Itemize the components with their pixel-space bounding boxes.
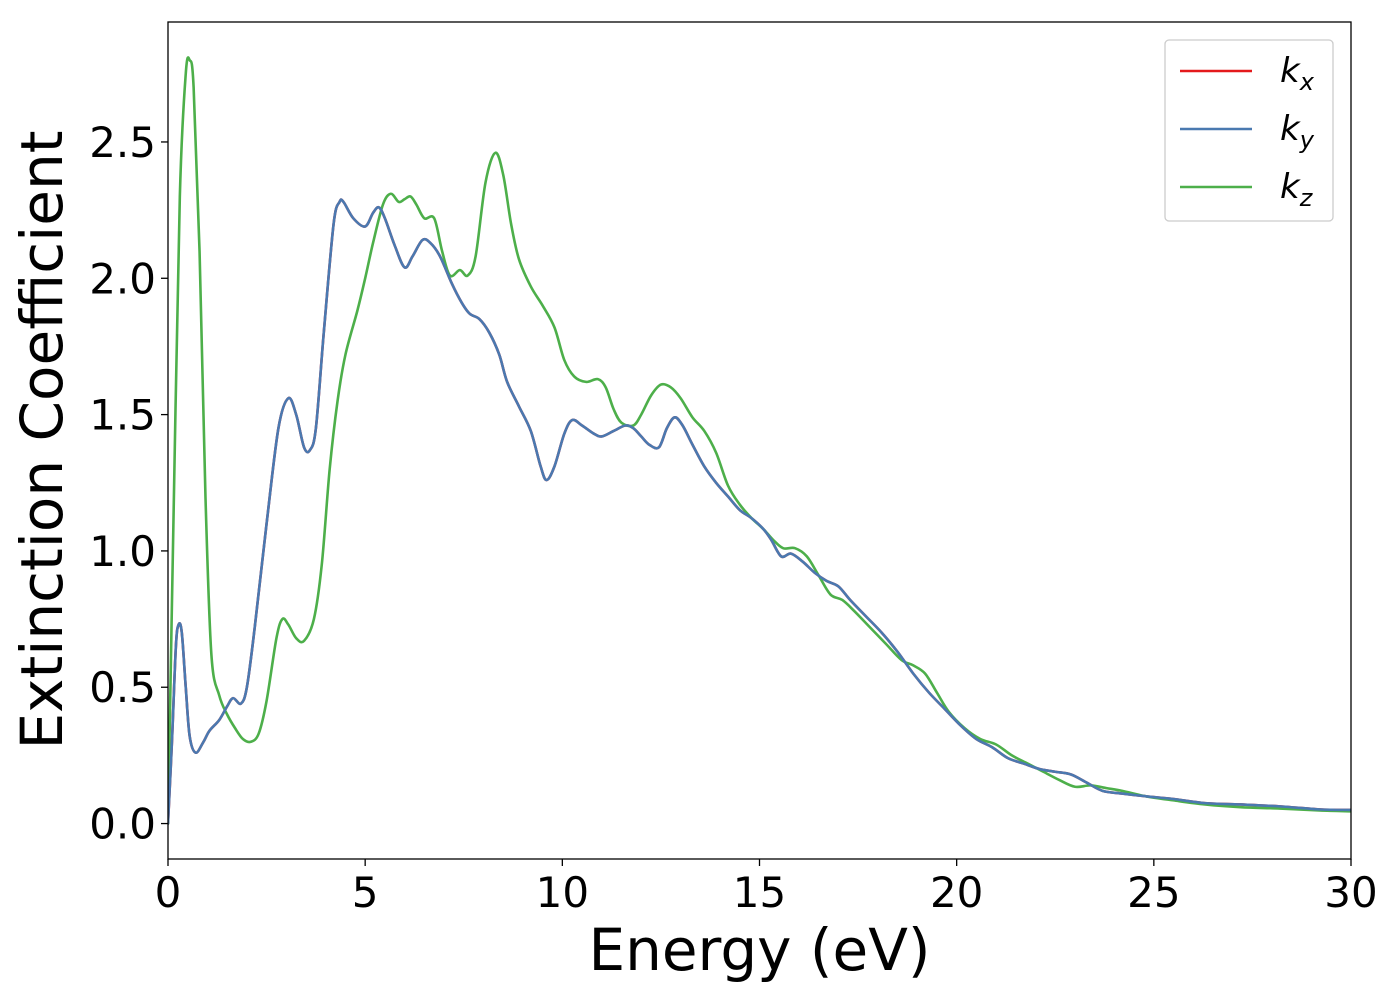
y-tick-label: 1.0 (89, 527, 156, 576)
y-tick-label: 2.0 (89, 254, 156, 303)
y-axis-ticks: 0.0 0.5 1.0 1.5 2.0 2.5 (89, 118, 168, 849)
x-tick-label: 25 (1127, 868, 1180, 917)
legend-label-kz: kz (1280, 167, 1314, 212)
y-tick-label: 2.5 (89, 118, 156, 167)
y-tick-label: 0.0 (89, 800, 156, 849)
series-layer (168, 56, 1351, 825)
y-tick-label: 0.5 (89, 663, 156, 712)
legend-box (1164, 39, 1334, 222)
x-tick-label: 20 (930, 868, 983, 917)
x-axis-title: Energy (eV) (588, 916, 930, 984)
x-axis-ticks: 0 5 10 15 20 25 30 (155, 859, 1378, 917)
x-tick-label: 5 (352, 868, 379, 917)
x-tick-label: 0 (155, 868, 182, 917)
legend: kx ky kz (1164, 39, 1334, 222)
series-line-ky (168, 198, 1351, 825)
legend-label-ky: ky (1280, 109, 1315, 154)
legend-label-kx: kx (1280, 51, 1315, 96)
x-tick-label: 10 (536, 868, 589, 917)
x-tick-label: 15 (733, 868, 786, 917)
x-tick-label: 30 (1324, 868, 1377, 917)
y-axis-title: Extinction Coefficient (8, 131, 76, 750)
y-tick-label: 1.5 (89, 391, 156, 440)
